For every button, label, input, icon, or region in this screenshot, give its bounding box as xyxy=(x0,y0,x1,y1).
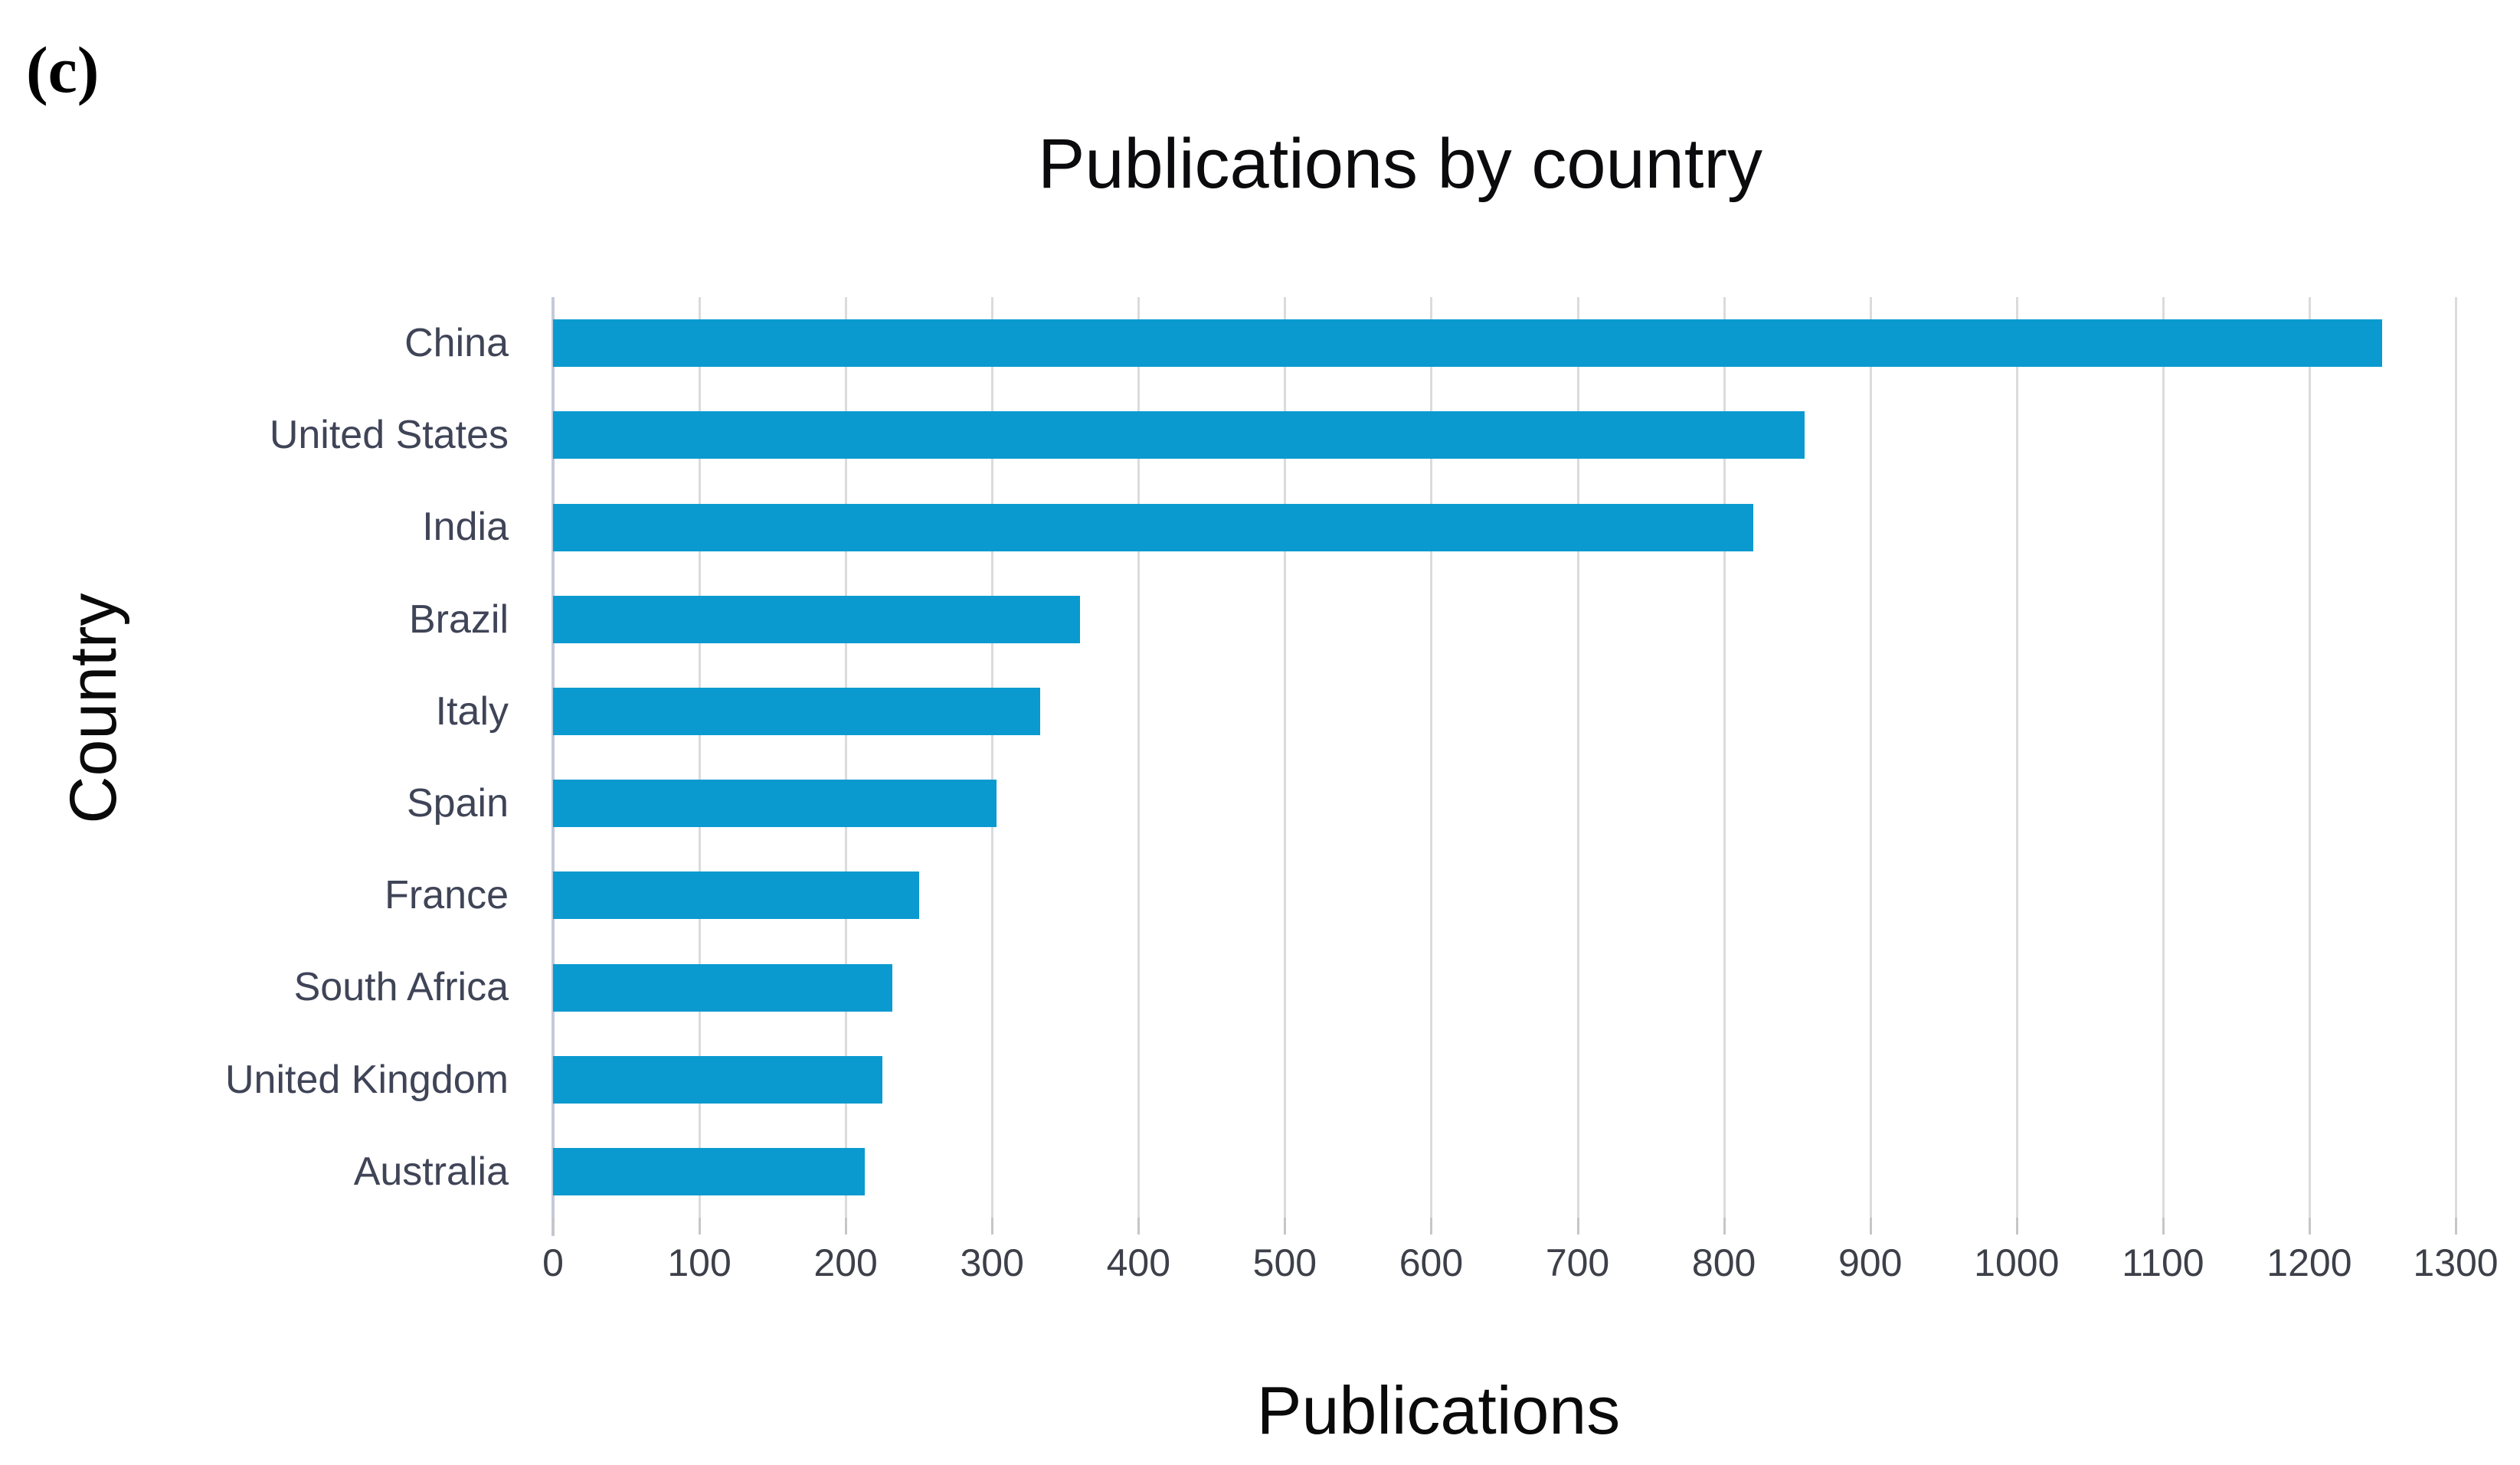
tick-mark-400 xyxy=(1137,1218,1141,1234)
country-label-spain: Spain xyxy=(407,781,509,826)
country-label-united-states: United States xyxy=(269,413,509,458)
gridline-200 xyxy=(845,297,848,1218)
x-tick-label-800: 800 xyxy=(1691,1241,1756,1284)
bar-spain xyxy=(553,780,997,828)
country-label-brazil: Brazil xyxy=(408,597,509,642)
plot-area: 0 100 200 300 400 500 600 700 800 900 1000 1100 1200… xyxy=(542,297,2499,1282)
country-label-south-africa: South Africa xyxy=(293,965,509,1010)
figure-label: (c) xyxy=(26,33,100,106)
gridline-800 xyxy=(1723,297,1726,1218)
chart-title: Publications by country xyxy=(1037,125,1763,203)
x-tick-label-0: 0 xyxy=(542,1241,564,1284)
tick-mark-700 xyxy=(1576,1218,1579,1234)
x-tick-label-500: 500 xyxy=(1252,1241,1317,1284)
country-label-row: South Africa xyxy=(0,941,530,1033)
gridline-100 xyxy=(699,297,702,1218)
tick-mark-300 xyxy=(991,1218,994,1234)
y-axis-line xyxy=(551,297,555,1236)
tick-mark-600 xyxy=(1430,1218,1433,1234)
gridline-1300 xyxy=(2455,297,2457,1218)
x-tick-label-600: 600 xyxy=(1399,1241,1464,1284)
bar-united-kingdom xyxy=(553,1055,882,1104)
country-label-australia: Australia xyxy=(353,1149,509,1194)
country-label-france: France xyxy=(385,873,509,918)
gridline-400 xyxy=(1137,297,1141,1218)
x-tick-label-700: 700 xyxy=(1545,1241,1610,1284)
country-label-row: India xyxy=(0,481,530,573)
x-tick-label-1300: 1300 xyxy=(2413,1241,2499,1284)
bar-china xyxy=(553,319,2383,368)
x-tick-label-300: 300 xyxy=(960,1241,1024,1284)
tick-mark-200 xyxy=(845,1218,848,1234)
tick-mark-1000 xyxy=(2015,1218,2018,1234)
tick-mark-1100 xyxy=(2162,1218,2165,1234)
x-tick-label-200: 200 xyxy=(813,1241,878,1284)
tick-mark-800 xyxy=(1723,1218,1726,1234)
bar-south-africa xyxy=(553,963,893,1012)
country-label-row: Brazil xyxy=(0,574,530,665)
country-label-row: China xyxy=(0,297,530,389)
country-label-row: Spain xyxy=(0,757,530,849)
gridline-1200 xyxy=(2308,297,2311,1218)
country-label-row: United States xyxy=(0,389,530,481)
x-tick-label-1100: 1100 xyxy=(2122,1241,2204,1284)
x-tick-label-900: 900 xyxy=(1838,1241,1903,1284)
x-tick-label-1000: 1000 xyxy=(1974,1241,2060,1284)
bar-italy xyxy=(553,687,1041,735)
bar-brazil xyxy=(553,595,1080,643)
tick-mark-1300 xyxy=(2455,1218,2457,1234)
tick-mark-0 xyxy=(552,1218,555,1234)
bar-united-states xyxy=(553,411,1805,459)
country-label-row: Italy xyxy=(0,665,530,757)
gridline-700 xyxy=(1576,297,1579,1218)
tick-mark-1200 xyxy=(2308,1218,2311,1234)
gridline-500 xyxy=(1284,297,1287,1218)
y-axis-category-labels: China United States India Brazil Italy Spain F… xyxy=(0,297,530,1218)
bar-france xyxy=(553,871,919,920)
country-label-india: India xyxy=(422,505,509,550)
gridline-1100 xyxy=(2162,297,2165,1218)
country-label-china: China xyxy=(404,321,509,366)
country-label-row: Australia xyxy=(0,1126,530,1218)
bar-india xyxy=(553,503,1753,551)
tick-mark-100 xyxy=(699,1218,702,1234)
country-label-row: United Kingdom xyxy=(0,1034,530,1126)
country-label-italy: Italy xyxy=(435,688,509,734)
country-label-united-kingdom: United Kingdom xyxy=(225,1057,509,1102)
gridline-300 xyxy=(991,297,994,1218)
tick-mark-900 xyxy=(1869,1218,1872,1234)
x-tick-label-1200: 1200 xyxy=(2266,1241,2352,1284)
gridline-1000 xyxy=(2015,297,2018,1218)
tick-mark-500 xyxy=(1284,1218,1287,1234)
gridline-600 xyxy=(1430,297,1433,1218)
country-label-row: France xyxy=(0,849,530,941)
gridline-900 xyxy=(1869,297,1872,1218)
bar-australia xyxy=(553,1147,865,1195)
x-tick-label-400: 400 xyxy=(1106,1241,1171,1284)
x-axis-title: Publications xyxy=(1256,1372,1621,1448)
x-tick-label-100: 100 xyxy=(667,1241,731,1284)
